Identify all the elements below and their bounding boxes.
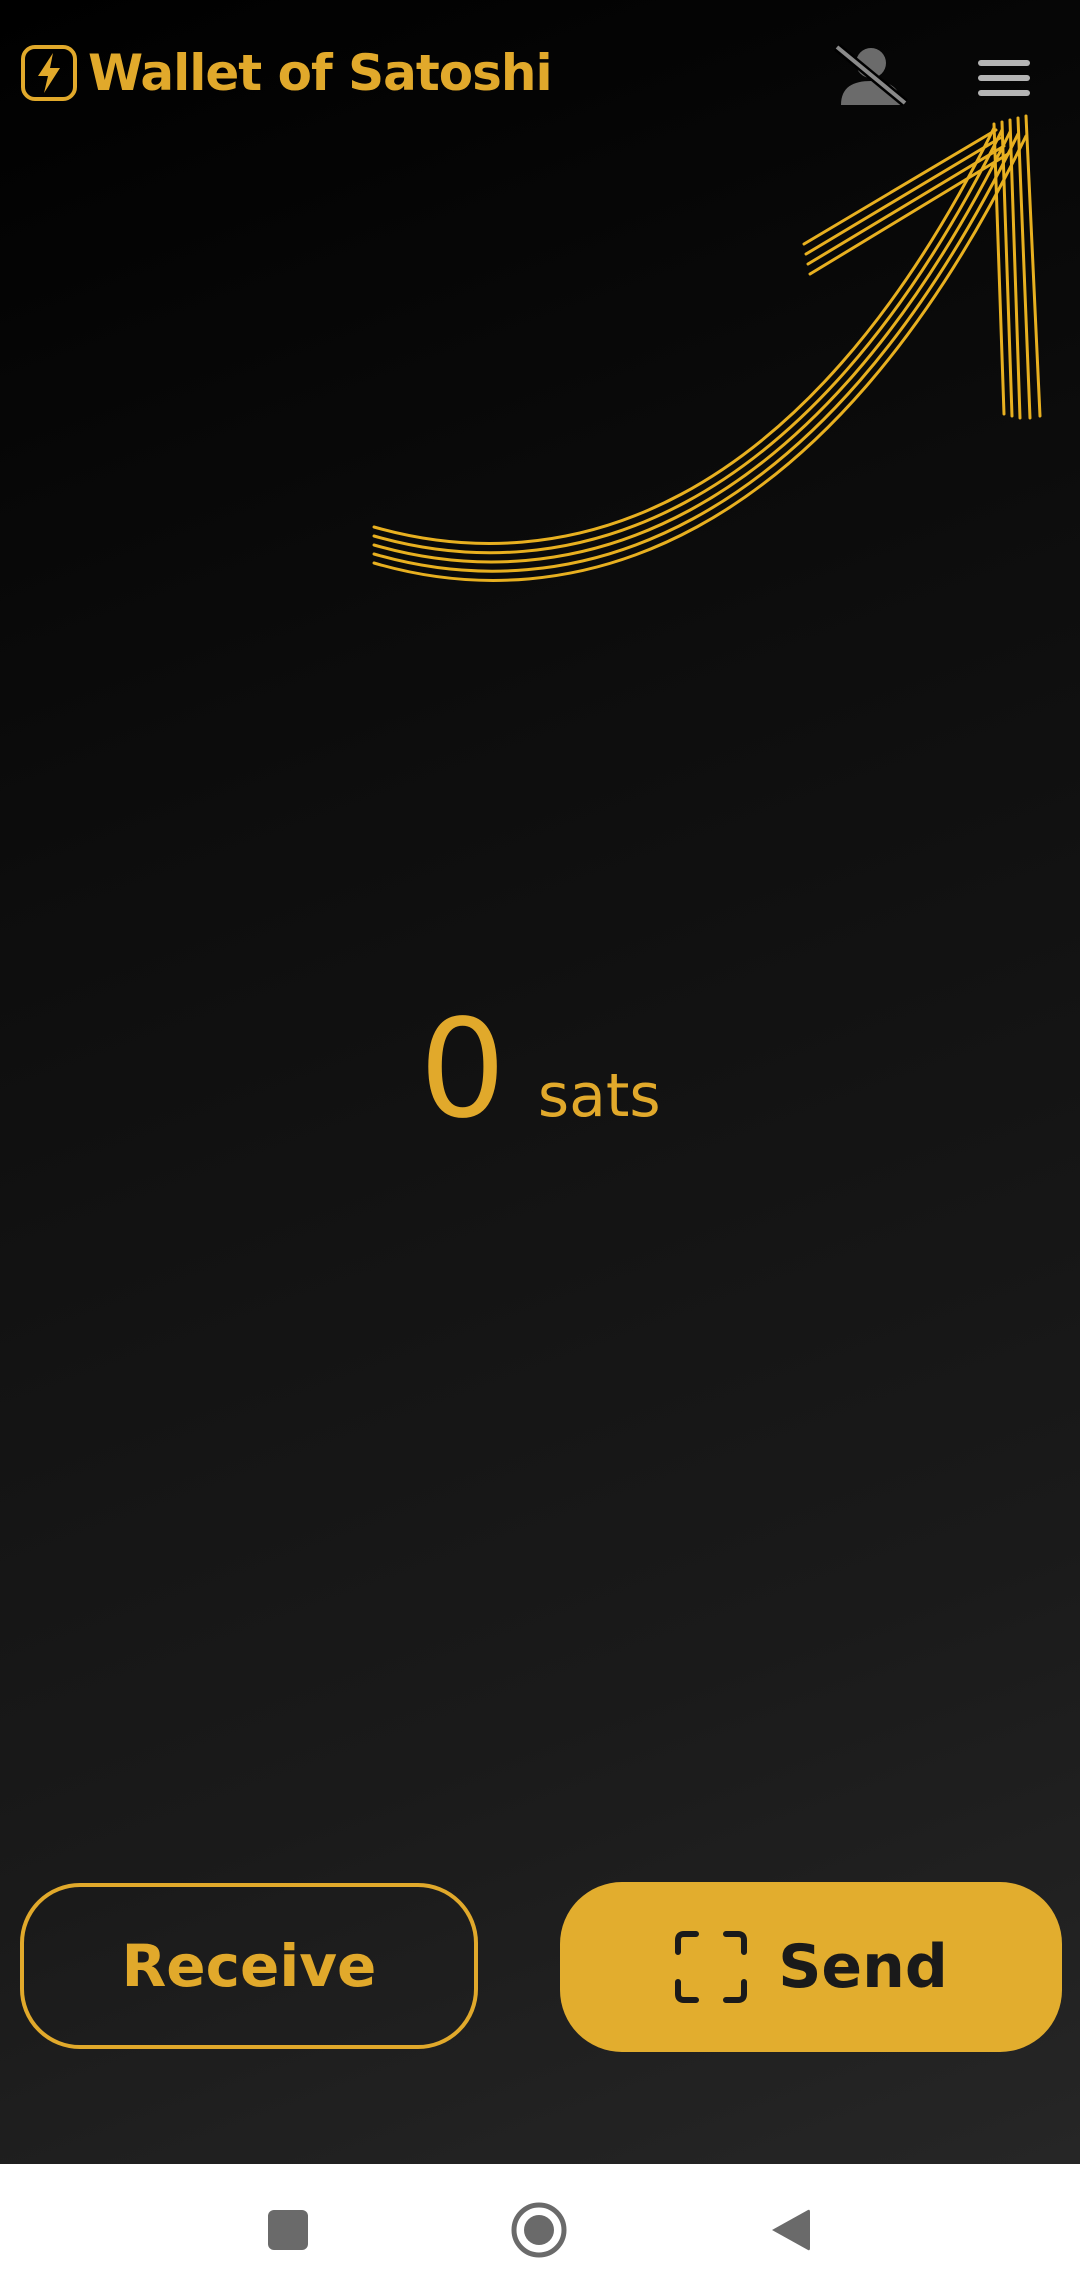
home-button[interactable] [503,2194,575,2266]
app-logo: Wallet of Satoshi [20,44,553,102]
receive-button-label: Receive [121,1932,377,2000]
lightning-bolt-icon [21,45,77,101]
recents-button[interactable] [252,2194,324,2266]
hamburger-menu-icon [978,60,1030,96]
circle-icon [511,2202,567,2258]
balance-amount: 0 [419,991,506,1149]
receive-button[interactable]: Receive [20,1883,478,2049]
balance-display: 0 sats [0,990,1080,1150]
back-button[interactable] [754,2194,826,2266]
square-icon [268,2210,308,2250]
app-title: Wallet of Satoshi [88,44,553,102]
send-button[interactable]: Send [560,1882,1062,2052]
header: Wallet of Satoshi [0,0,1080,150]
triangle-back-icon [772,2209,810,2251]
menu-button[interactable] [964,38,1044,118]
send-button-label: Send [778,1932,948,2002]
system-navigation-bar [0,2164,1080,2296]
hidden-user-icon [834,43,908,107]
qr-scan-icon [675,1931,748,2003]
app-screen: Wallet of Satoshi [0,0,1080,2164]
balance-unit: sats [537,1061,661,1131]
privacy-toggle-button[interactable] [828,38,918,118]
